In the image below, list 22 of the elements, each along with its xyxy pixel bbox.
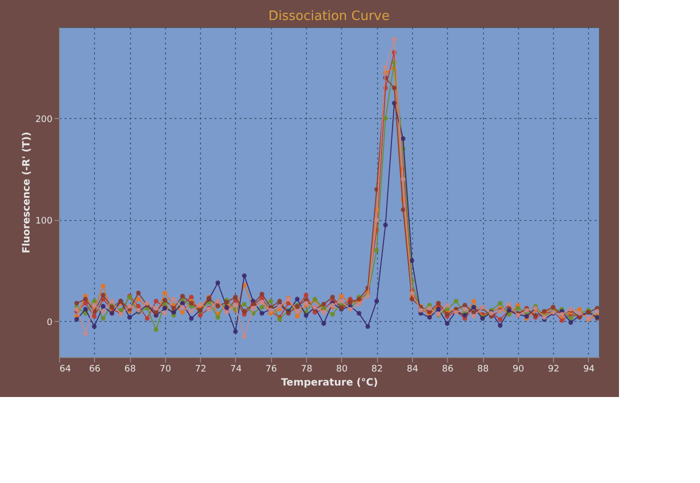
x-tick-label: 90 (512, 364, 524, 374)
x-tick-label: 88 (477, 364, 490, 374)
x-tick-label: 70 (160, 364, 172, 374)
x-tick-label: 68 (124, 364, 136, 374)
y-tick-label: 200 (35, 114, 53, 125)
x-tick-label: 72 (194, 364, 206, 374)
y-axis-title: Fluorescence (-R' (T)) (21, 132, 32, 254)
y-tick-label: 0 (46, 318, 53, 328)
x-tick-label: 74 (230, 364, 242, 374)
x-tick-label: 76 (266, 364, 278, 374)
x-tick-label: 78 (300, 364, 313, 374)
x-tick-label: 80 (336, 364, 348, 374)
x-axis-title: Temperature (°C) (281, 378, 378, 388)
x-tick-label: 64 (60, 364, 72, 374)
x-tick-label: 82 (371, 364, 383, 374)
x-tick-label: 94 (583, 364, 595, 374)
x-tick-label: 86 (442, 364, 454, 374)
y-tick-label: 100 (35, 216, 53, 226)
x-tick-label: 66 (89, 364, 101, 374)
x-tick-label: 92 (548, 364, 560, 374)
x-tick-label: 84 (406, 364, 418, 374)
chart-title: Dissociation Curve (268, 9, 390, 24)
